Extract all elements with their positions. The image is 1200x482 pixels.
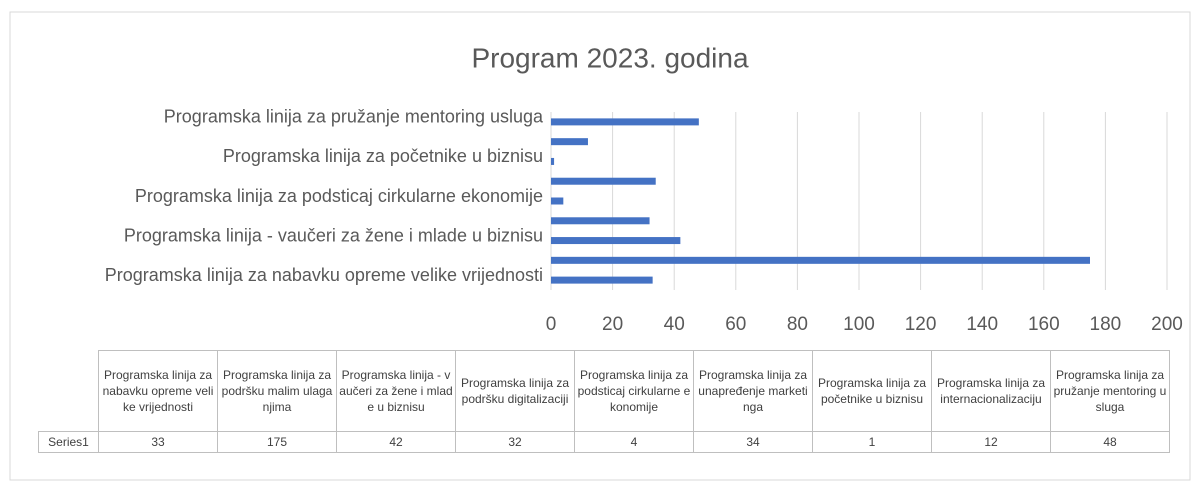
y-tick-label: Programska linija za podsticaj cirkularn… bbox=[135, 186, 543, 206]
header-row: Programska linija za nabavku opreme veli… bbox=[39, 350, 1170, 432]
x-tick-label: 80 bbox=[787, 314, 808, 335]
series-name: Series1 bbox=[38, 431, 99, 453]
bar bbox=[551, 256, 1090, 264]
table-header: Programska linija za početnike u biznisu bbox=[812, 350, 932, 432]
x-tick-label: 40 bbox=[664, 314, 685, 335]
table-header: Programska linija za pružanje mentoring … bbox=[1050, 350, 1170, 432]
x-tick-label: 20 bbox=[602, 314, 623, 335]
series-row: Series1 33 175 42 32 4 34 1 12 48 bbox=[38, 431, 1170, 453]
bar bbox=[551, 118, 699, 126]
x-tick-label: 60 bbox=[725, 314, 746, 335]
table-header: Programska linija - vaučeri za žene i ml… bbox=[336, 350, 456, 432]
bar bbox=[551, 237, 681, 245]
table-header: Programska linija za podsticaj cirkularn… bbox=[574, 350, 694, 432]
bar bbox=[551, 138, 588, 146]
x-tick-label: 200 bbox=[1151, 314, 1183, 335]
bar bbox=[551, 197, 564, 205]
data-table: Programska linija za nabavku opreme veli… bbox=[38, 350, 1170, 453]
chart-title: Program 2023. godina bbox=[471, 42, 749, 73]
bar bbox=[551, 217, 650, 225]
bar bbox=[551, 276, 653, 284]
x-tick-label: 120 bbox=[905, 314, 937, 335]
table-value: 34 bbox=[693, 431, 813, 453]
table-value: 33 bbox=[98, 431, 218, 453]
table-value: 42 bbox=[336, 431, 456, 453]
y-tick-label: Programska linija za početnike u biznisu bbox=[223, 146, 543, 166]
table-value: 12 bbox=[931, 431, 1051, 453]
table-value: 32 bbox=[455, 431, 575, 453]
x-tick-label: 180 bbox=[1090, 314, 1122, 335]
table-header: Programska linija za internacionalizacij… bbox=[931, 350, 1051, 432]
y-tick-label: Programska linija za nabavku opreme veli… bbox=[105, 265, 543, 285]
table-value: 48 bbox=[1050, 431, 1170, 453]
table-value: 1 bbox=[812, 431, 932, 453]
table-value: 175 bbox=[217, 431, 337, 453]
table-header: Programska linija za podršku malim ulaga… bbox=[217, 350, 337, 432]
bar bbox=[551, 157, 555, 165]
table-value: 4 bbox=[574, 431, 694, 453]
table-header: Programska linija za podršku digitalizac… bbox=[455, 350, 575, 432]
x-tick-label: 0 bbox=[546, 314, 557, 335]
table-header: Programska linija za unapređenje marketi… bbox=[693, 350, 813, 432]
x-tick-label: 100 bbox=[843, 314, 875, 335]
y-tick-label: Programska linija - vaučeri za žene i ml… bbox=[124, 225, 543, 245]
bar bbox=[551, 177, 656, 185]
x-tick-label: 140 bbox=[966, 314, 998, 335]
table-corner bbox=[39, 351, 99, 432]
y-tick-label: Programska linija za pružanje mentoring … bbox=[164, 107, 544, 127]
table-header: Programska linija za nabavku opreme veli… bbox=[98, 350, 218, 432]
x-tick-label: 160 bbox=[1028, 314, 1060, 335]
